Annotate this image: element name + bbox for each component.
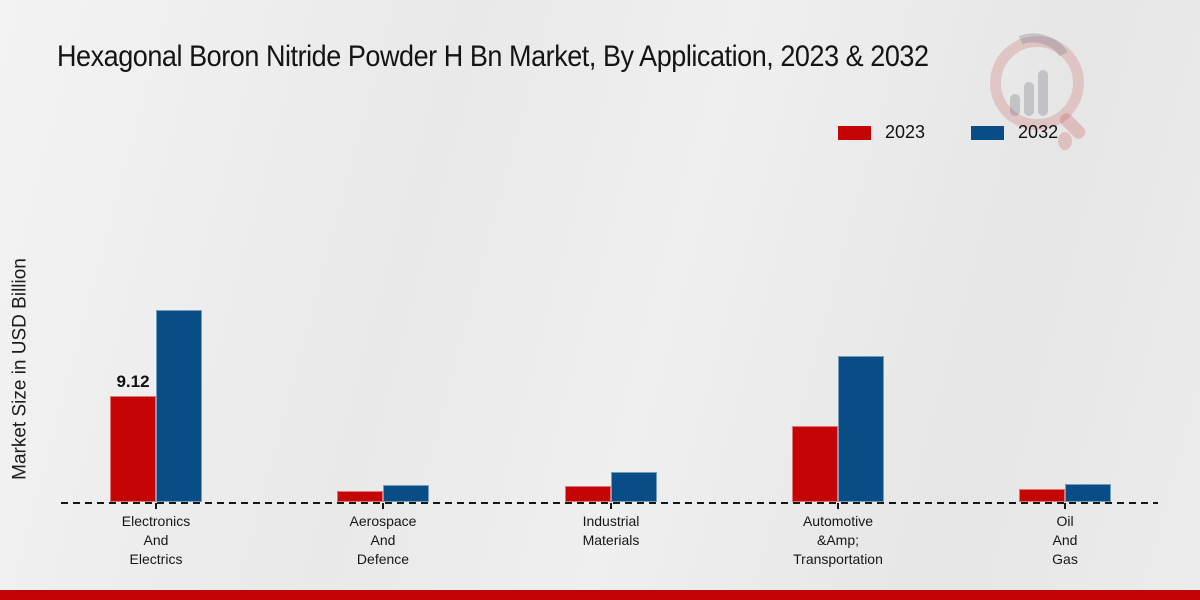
bar-2023-group1 [337,491,383,502]
legend-item-2023: 2023 [838,122,925,143]
x-axis-tick [155,503,157,509]
x-axis-tick [610,503,612,509]
x-axis-tick [837,503,839,509]
legend-swatch-icon [971,125,1005,140]
x-axis-tick [1064,503,1066,509]
legend-item-2032: 2032 [971,122,1058,143]
x-axis-baseline [61,502,1158,504]
bar-2023-group0 [110,396,156,502]
category-label: Oil And Gas [1052,513,1078,567]
category-label: Aerospace And Defence [349,513,417,567]
footer-band [0,590,1200,600]
category-label: Electronics And Electrics [121,513,191,567]
bar-2023-group3 [792,426,838,502]
bar-2032-group0 [156,310,202,502]
bar-2032-group4 [1065,484,1111,502]
bar-2032-group2 [611,472,657,502]
bar-2023-group2 [565,486,611,502]
x-axis-tick [382,503,384,509]
page-title: Hexagonal Boron Nitride Powder H Bn Mark… [57,40,929,73]
data-label: 9.12 [116,372,150,391]
logo-dot-icon [1058,132,1072,150]
legend-swatch-icon [838,125,871,140]
magnifier-ring-icon [990,36,1084,130]
legend-label: 2023 [885,122,926,142]
legend-label: 2032 [1018,122,1059,142]
bar-2023-group4 [1019,489,1065,502]
watermark-logo [988,24,1098,150]
category-label: Industrial Materials [582,513,640,548]
y-axis-label: Market Size in USD Billion [9,258,31,480]
bar-2032-group1 [383,485,429,502]
bar-2032-group3 [838,356,884,502]
bar-chart-icon [1010,56,1054,116]
legend: 2023 2032 [838,122,1058,143]
category-label: Automotive &Amp; Transportation [793,513,883,567]
